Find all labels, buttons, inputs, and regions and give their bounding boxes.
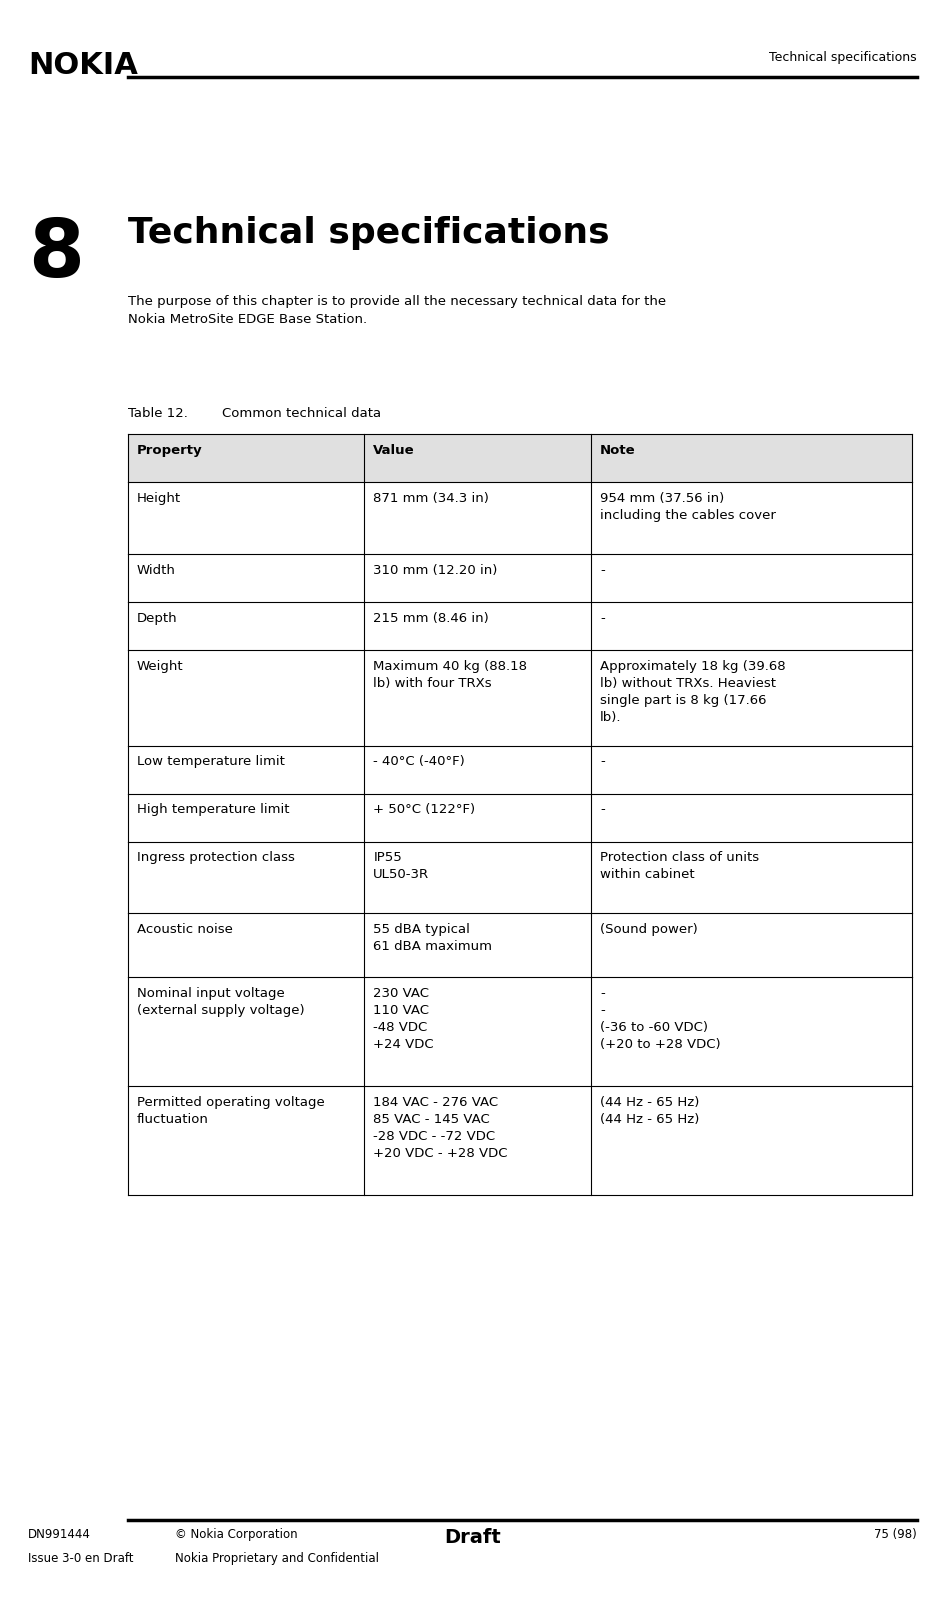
Text: Value: Value <box>373 444 414 457</box>
Text: Permitted operating voltage
fluctuation: Permitted operating voltage fluctuation <box>137 1096 325 1126</box>
Text: Note: Note <box>599 444 635 457</box>
Text: The purpose of this chapter is to provide all the necessary technical data for t: The purpose of this chapter is to provid… <box>127 295 665 326</box>
Text: Technical specifications: Technical specifications <box>768 51 916 64</box>
Text: © Nokia Corporation: © Nokia Corporation <box>175 1528 297 1541</box>
Text: -: - <box>599 612 604 624</box>
Text: 75 (98): 75 (98) <box>873 1528 916 1541</box>
Text: Draft: Draft <box>444 1528 500 1547</box>
Text: -: - <box>599 755 604 768</box>
Text: Protection class of units
within cabinet: Protection class of units within cabinet <box>599 851 758 882</box>
Text: Technical specifications: Technical specifications <box>127 216 609 249</box>
Text: High temperature limit: High temperature limit <box>137 803 289 816</box>
Text: 55 dBA typical
61 dBA maximum: 55 dBA typical 61 dBA maximum <box>373 923 492 953</box>
Text: Low temperature limit: Low temperature limit <box>137 755 284 768</box>
Text: + 50°C (122°F): + 50°C (122°F) <box>373 803 475 816</box>
Text: Nokia Proprietary and Confidential: Nokia Proprietary and Confidential <box>175 1552 379 1565</box>
Text: 184 VAC - 276 VAC
85 VAC - 145 VAC
-28 VDC - -72 VDC
+20 VDC - +28 VDC: 184 VAC - 276 VAC 85 VAC - 145 VAC -28 V… <box>373 1096 507 1159</box>
Text: (44 Hz - 65 Hz)
(44 Hz - 65 Hz): (44 Hz - 65 Hz) (44 Hz - 65 Hz) <box>599 1096 699 1159</box>
Text: Width: Width <box>137 564 176 577</box>
Text: Weight: Weight <box>137 660 183 672</box>
Text: Issue 3-0 en Draft: Issue 3-0 en Draft <box>28 1552 134 1565</box>
Text: 871 mm (34.3 in): 871 mm (34.3 in) <box>373 492 489 505</box>
Text: Common technical data: Common technical data <box>222 407 380 420</box>
Text: Approximately 18 kg (39.68
lb) without TRXs. Heaviest
single part is 8 kg (17.66: Approximately 18 kg (39.68 lb) without T… <box>599 660 784 723</box>
Text: Height: Height <box>137 492 181 505</box>
Text: Depth: Depth <box>137 612 177 624</box>
Text: Nominal input voltage
(external supply voltage): Nominal input voltage (external supply v… <box>137 987 304 1017</box>
Text: Maximum 40 kg (88.18
lb) with four TRXs: Maximum 40 kg (88.18 lb) with four TRXs <box>373 660 527 690</box>
Text: (Sound power): (Sound power) <box>599 923 697 936</box>
Text: - 40°C (-40°F): - 40°C (-40°F) <box>373 755 464 768</box>
Text: 230 VAC
110 VAC
-48 VDC
+24 VDC: 230 VAC 110 VAC -48 VDC +24 VDC <box>373 987 433 1051</box>
Text: DN991444: DN991444 <box>28 1528 92 1541</box>
Text: Ingress protection class: Ingress protection class <box>137 851 295 864</box>
Text: 8: 8 <box>28 216 84 294</box>
Text: 310 mm (12.20 in): 310 mm (12.20 in) <box>373 564 497 577</box>
Text: Table 12.: Table 12. <box>127 407 187 420</box>
Text: Property: Property <box>137 444 202 457</box>
Text: -: - <box>599 803 604 816</box>
Text: -: - <box>599 564 604 577</box>
Text: 215 mm (8.46 in): 215 mm (8.46 in) <box>373 612 488 624</box>
Text: 954 mm (37.56 in)
including the cables cover: 954 mm (37.56 in) including the cables c… <box>599 492 775 522</box>
Text: IP55
UL50-3R: IP55 UL50-3R <box>373 851 429 882</box>
Bar <box>127 434 911 482</box>
Text: -
-
(-36 to -60 VDC)
(+20 to +28 VDC): - - (-36 to -60 VDC) (+20 to +28 VDC) <box>599 987 720 1051</box>
Text: Acoustic noise: Acoustic noise <box>137 923 232 936</box>
Text: NOKIA: NOKIA <box>28 51 138 80</box>
